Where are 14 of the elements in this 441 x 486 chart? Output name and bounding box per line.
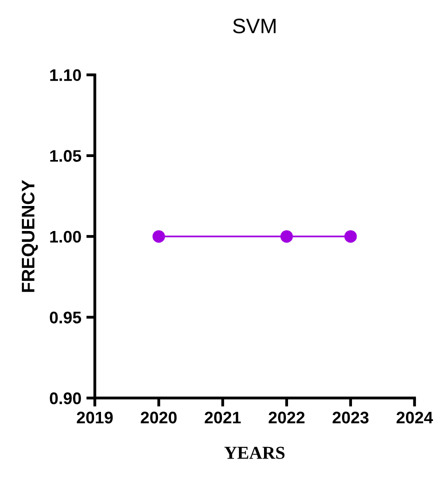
y-axis-title: FREQUENCY [22,180,38,292]
x-tick-label: 2024 [396,412,433,424]
x-tick-label: 2019 [76,412,113,424]
x-axis-title: YEARS [224,446,285,459]
x-tick-label: 2022 [268,412,305,424]
y-tick-label: 1.10 [50,69,81,82]
y-tick-label: 0.95 [50,312,82,324]
chart-title: SVM [233,18,276,34]
x-tick-label: 2023 [332,412,369,424]
x-tick-label: 2020 [140,412,177,424]
y-tick-label: 0.90 [50,392,81,404]
y-tick-label: 1.05 [50,150,82,162]
y-tick-label: 1.00 [50,230,81,243]
x-tick-label: 2021 [204,412,241,424]
